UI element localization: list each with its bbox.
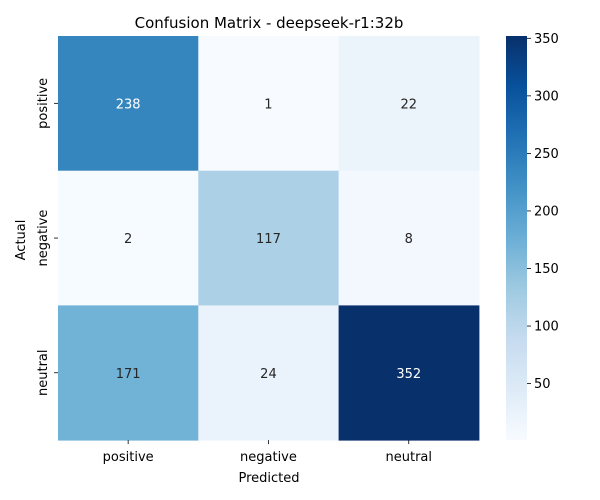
- colorbar-tick-label: 200: [534, 204, 559, 219]
- cell-value-label: 171: [116, 367, 141, 382]
- cell-value-label: 22: [400, 97, 417, 112]
- heatmap-cell: [58, 36, 199, 172]
- colorbar: 50 100 150 200 250 300 350: [506, 32, 559, 440]
- cell-value-label: 1: [264, 97, 272, 112]
- heatmap-cell: [58, 170, 199, 306]
- cell-value-label: 2: [124, 232, 132, 247]
- colorbar-tick-label: 300: [534, 89, 559, 104]
- colorbar-tick-label: 350: [534, 32, 559, 47]
- heatmap-cell: [198, 170, 340, 306]
- cell-value-label: 24: [260, 367, 277, 382]
- x-tick-label: negative: [240, 450, 297, 465]
- colorbar-tick-label: 250: [534, 147, 559, 162]
- cell-value-label: 8: [405, 232, 413, 247]
- heatmap-cell: [338, 305, 480, 441]
- heatmap-cell: [338, 170, 480, 306]
- x-axis-label: Predicted: [238, 471, 299, 486]
- colorbar-tick-label: 100: [534, 320, 559, 335]
- colorbar-tick-label: 50: [534, 377, 551, 392]
- cell-value-label: 238: [116, 97, 141, 112]
- heatmap-cell: [198, 305, 340, 441]
- x-tick-label: neutral: [386, 450, 433, 465]
- y-tick-label: neutral: [36, 350, 51, 397]
- x-axis-ticks: positive negative neutral: [103, 440, 432, 465]
- y-tick-label: positive: [36, 78, 51, 129]
- y-axis-label: Actual: [14, 220, 29, 261]
- x-tick-label: positive: [103, 450, 154, 465]
- heatmap-cell: [58, 305, 199, 441]
- colorbar-gradient: [506, 36, 527, 440]
- y-axis-ticks: positive negative neutral: [36, 78, 58, 396]
- heatmap-cell: [338, 36, 480, 172]
- cell-value-label: 117: [256, 232, 281, 247]
- y-tick-label: negative: [36, 210, 51, 267]
- chart-title: Confusion Matrix - deepseek-r1:32b: [135, 14, 404, 32]
- heatmap-cell: [198, 36, 340, 172]
- colorbar-tick-label: 150: [534, 262, 559, 277]
- cell-value-label: 352: [396, 367, 421, 382]
